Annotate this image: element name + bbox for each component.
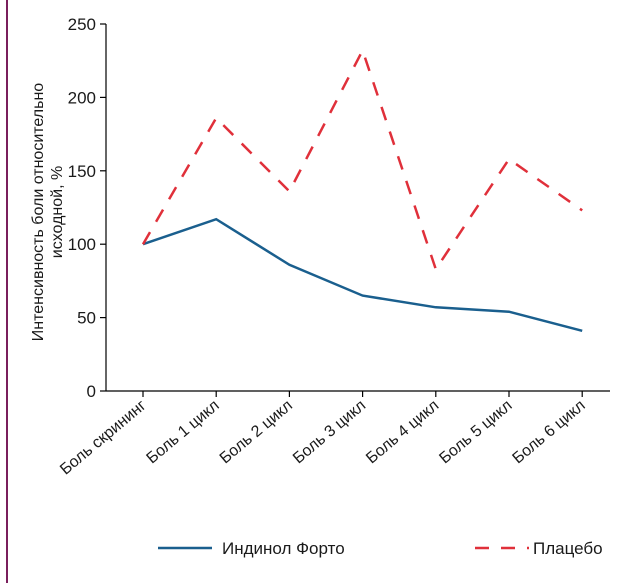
series-line-2 — [143, 50, 582, 269]
y-ticks: 0 50 100 150 200 250 — [68, 15, 106, 401]
y-tick-label: 200 — [68, 88, 96, 107]
x-tick-label: Боль 6 цикл — [510, 397, 589, 467]
legend: Индинол Форто Плацебо — [158, 539, 603, 558]
y-axis-title: Интенсивность боли относительно исходной… — [30, 83, 66, 342]
x-tick-label: Боль 5 цикл — [436, 397, 515, 467]
y-tick-label: 100 — [68, 235, 96, 254]
y-axis-title-line2: исходной, % — [49, 166, 66, 258]
y-tick-label: 50 — [77, 309, 96, 328]
legend-label-2: Плацебо — [533, 539, 603, 558]
left-border-line — [6, 0, 8, 583]
y-tick-label: 150 — [68, 162, 96, 181]
y-tick-label: 0 — [87, 382, 96, 401]
axes — [106, 24, 610, 391]
y-axis-title-line1: Интенсивность боли относительно — [30, 83, 47, 342]
x-tick-label: Боль 1 цикл — [144, 397, 223, 467]
x-tick-label: Боль 2 цикл — [217, 397, 296, 467]
series-line-1 — [143, 219, 582, 331]
x-tick-label: Боль скрининг — [57, 397, 150, 479]
y-tick-label: 250 — [68, 15, 96, 34]
series-lines — [143, 50, 582, 330]
x-tick-label: Боль 3 цикл — [290, 397, 369, 467]
legend-label-1: Индинол Форто — [222, 539, 345, 558]
x-tick-label: Боль 4 цикл — [363, 397, 442, 467]
